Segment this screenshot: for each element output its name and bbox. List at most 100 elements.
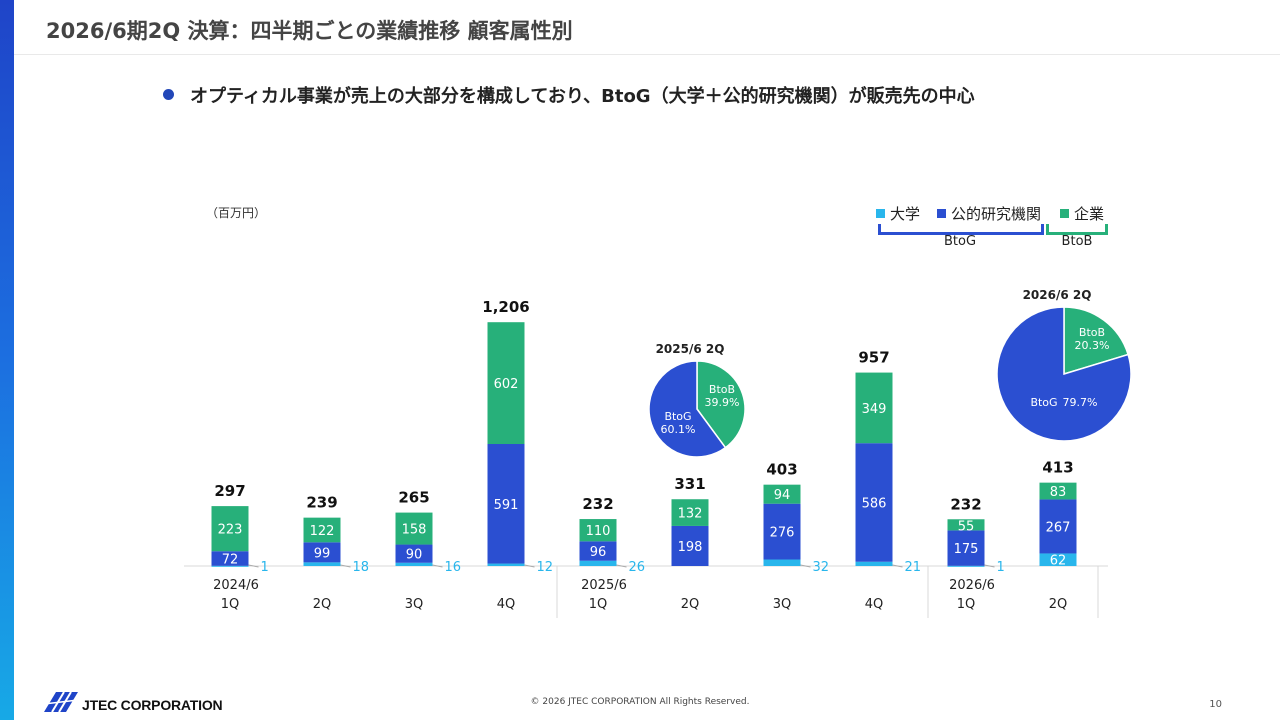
bar-total-label: 297	[214, 482, 245, 500]
x-tick-label: 1Q	[221, 597, 240, 612]
bar-total-label: 265	[398, 489, 429, 507]
bar-corporate	[855, 372, 893, 444]
data-label-corporate: 349	[862, 402, 887, 417]
bar-corporate	[947, 519, 985, 531]
data-label-public: 586	[862, 496, 887, 511]
legend-label-public: 公的研究機関	[951, 205, 1042, 223]
copyright-text: © 2026 JTEC CORPORATION All Rights Reser…	[530, 697, 750, 707]
unit-label: （百万円）	[206, 206, 267, 220]
bar-university	[855, 561, 893, 566]
pie-title: 2026/6 2Q	[1023, 288, 1092, 302]
title-divider	[14, 54, 1280, 55]
legend-brace-btob	[1046, 224, 1108, 235]
bar-university	[211, 565, 249, 567]
x-tick-label: 3Q	[773, 597, 792, 612]
legend-swatch-university	[876, 209, 885, 218]
bar-corporate	[671, 499, 709, 526]
sidebar-accent-bar	[0, 0, 14, 720]
bar-public	[579, 541, 617, 561]
bar-corporate	[579, 519, 617, 542]
pie-slice-btog	[996, 306, 1132, 442]
bar-public	[303, 542, 341, 563]
bar-total-label: 232	[950, 495, 981, 513]
bar-public	[855, 443, 893, 562]
data-label-corporate: 158	[402, 523, 427, 538]
bar-university	[303, 562, 341, 566]
leader-line	[800, 564, 811, 568]
data-label-university: 21	[905, 560, 922, 575]
pie-label-btob: BtoB	[709, 383, 735, 396]
bar-total-label: 1,206	[482, 298, 529, 316]
data-label-corporate: 122	[310, 524, 335, 539]
data-label-university: 1	[261, 560, 269, 575]
bar-university	[395, 562, 433, 566]
leader-line	[524, 564, 535, 568]
data-label-corporate: 94	[774, 488, 791, 503]
leader-line	[984, 564, 995, 568]
slide-subtitle: オプティカル事業が売上の大部分を構成しており、BtoG（大学＋公的研究機関）が販…	[190, 86, 975, 107]
bar-university	[487, 563, 525, 566]
jtec-logo-icon	[43, 691, 79, 713]
data-label-public: 276	[770, 526, 795, 541]
bar-public	[211, 551, 249, 566]
data-label-public: 90	[406, 548, 423, 563]
data-label-corporate: 223	[218, 523, 243, 538]
data-label-public: 72	[222, 553, 239, 568]
data-label-public: 591	[494, 498, 519, 513]
pie-pct-btob: 20.3%	[1075, 339, 1110, 352]
x-tick-label: 4Q	[865, 597, 884, 612]
x-tick-label: 1Q	[957, 597, 976, 612]
leader-line	[892, 564, 903, 568]
data-label-university: 62	[1050, 554, 1067, 569]
x-tick-label: 3Q	[405, 597, 424, 612]
bar-public	[763, 503, 801, 560]
data-label-public: 96	[590, 545, 607, 560]
legend-swatch-public	[937, 209, 946, 218]
data-label-corporate: 83	[1050, 485, 1067, 500]
bar-university	[763, 559, 801, 566]
leader-line	[340, 564, 351, 568]
bar-public	[947, 530, 985, 566]
data-label-corporate: 110	[586, 524, 611, 539]
legend-item-corporate: 企業	[1060, 203, 1104, 224]
leader-line	[616, 564, 627, 568]
data-label-university: 26	[629, 560, 646, 575]
bar-total-label: 331	[674, 475, 705, 493]
data-label-corporate: 602	[494, 377, 519, 392]
data-label-university: 12	[537, 560, 554, 575]
legend-item-university: 大学	[876, 203, 920, 224]
bullet-icon	[163, 89, 174, 100]
bar-total-label: 232	[582, 495, 613, 513]
legend-group-btob: BtoB	[1061, 234, 1093, 249]
fiscal-year-label: 2024/6	[213, 578, 259, 593]
x-tick-label: 2Q	[681, 597, 700, 612]
pie-slice-btob	[696, 360, 746, 449]
bar-total-label: 413	[1042, 459, 1073, 477]
pie-slice-btob	[1063, 306, 1130, 376]
legend-label-corporate: 企業	[1074, 205, 1105, 223]
pie-pct-btog: 79.7%	[1063, 396, 1098, 409]
x-tick-label: 1Q	[589, 597, 608, 612]
legend-brace-btog	[878, 224, 1044, 235]
bar-corporate	[303, 517, 341, 543]
fiscal-year-label: 2025/6	[581, 578, 627, 593]
bar-total-label: 239	[306, 494, 337, 512]
data-label-public: 267	[1046, 520, 1071, 535]
x-tick-label: 2Q	[313, 597, 332, 612]
legend-label-university: 大学	[890, 205, 921, 223]
data-label-public: 99	[314, 546, 331, 561]
pie-label-btog: BtoG	[1030, 396, 1057, 409]
data-label-university: 16	[445, 560, 462, 575]
bar-total-label: 403	[766, 461, 797, 479]
bar-university	[947, 565, 985, 567]
pie-label-btob: BtoB	[1079, 326, 1105, 339]
pie-label-btog: BtoG	[664, 410, 691, 423]
bar-corporate	[395, 512, 433, 545]
leader-line	[248, 564, 259, 568]
bar-corporate	[487, 322, 525, 444]
leader-line	[432, 564, 443, 568]
x-tick-label: 4Q	[497, 597, 516, 612]
bar-public	[487, 444, 525, 564]
bar-public	[671, 525, 709, 566]
data-label-university: 32	[813, 560, 830, 575]
